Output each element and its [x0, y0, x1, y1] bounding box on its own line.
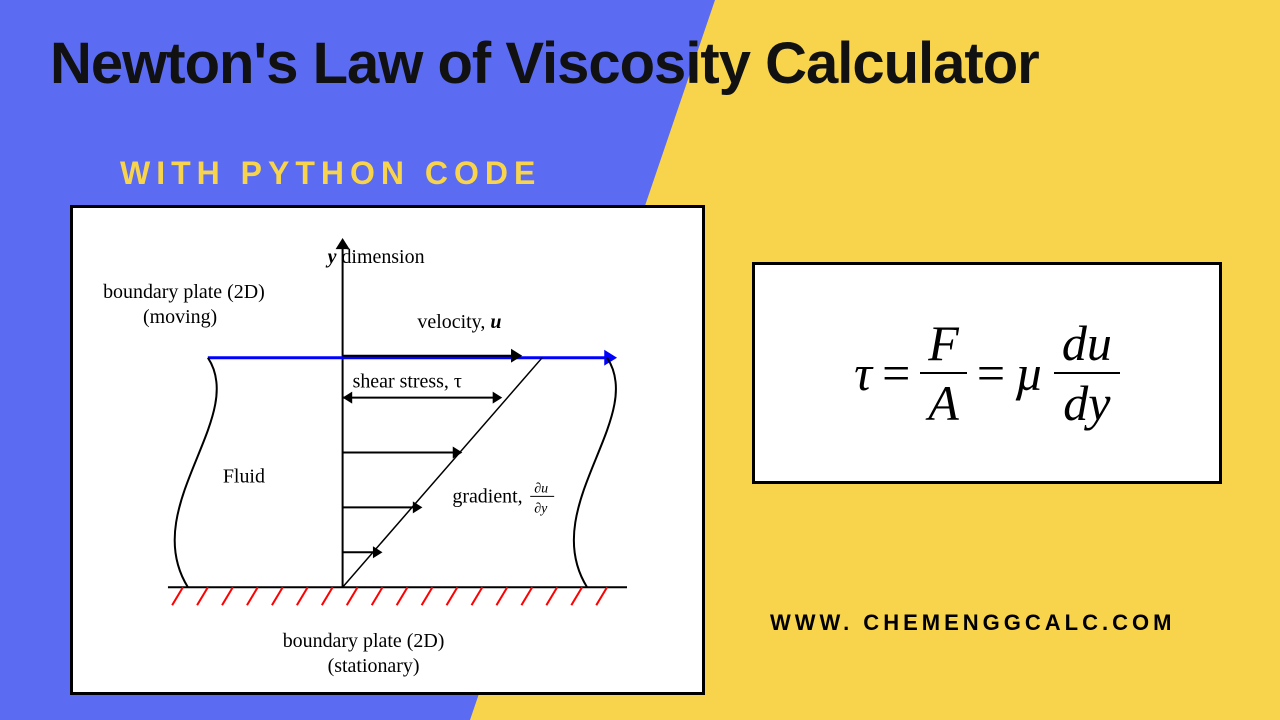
svg-text:y dimension: y dimension — [326, 246, 425, 268]
fraction-du-over-dy: du dy — [1054, 318, 1120, 428]
svg-text:boundary plate (2D): boundary plate (2D) — [283, 630, 445, 652]
svg-text:(moving): (moving) — [143, 306, 217, 328]
fraction-F-over-A: F A — [920, 318, 967, 428]
page-title: Newton's Law of Viscosity Calculator — [50, 30, 1250, 97]
shear-stress-arrows — [343, 392, 503, 559]
equals-1: = — [882, 344, 910, 402]
website-url: WWW. CHEMENGGCALC.COM — [770, 610, 1175, 636]
newton-viscosity-formula: τ = F A = µ du dy — [854, 318, 1120, 428]
svg-text:boundary plate (2D): boundary plate (2D) — [103, 281, 265, 303]
equals-2: = — [977, 344, 1005, 402]
y-axis — [336, 238, 350, 587]
svg-text:∂y: ∂y — [534, 501, 548, 516]
svg-text:gradient,: gradient, — [452, 485, 522, 507]
diagram-svg: y dimension boundary plate (2D) (moving) ve… — [73, 208, 702, 692]
svg-text:(stationary): (stationary) — [328, 655, 420, 677]
viscosity-diagram: y dimension boundary plate (2D) (moving) ve… — [70, 205, 705, 695]
stationary-plate — [168, 587, 627, 605]
svg-text:Fluid: Fluid — [223, 465, 265, 487]
subtitle: WITH PYTHON CODE — [120, 155, 541, 192]
mu-symbol: µ — [1015, 344, 1044, 402]
moving-plate — [208, 349, 617, 366]
tau-symbol: τ — [854, 344, 872, 402]
svg-text:velocity, u: velocity, u — [417, 311, 501, 333]
svg-text:∂u: ∂u — [534, 481, 548, 496]
diagram-labels: y dimension boundary plate (2D) (moving) ve… — [103, 246, 554, 677]
formula-box: τ = F A = µ du dy — [752, 262, 1222, 484]
svg-text:shear stress, τ: shear stress, τ — [353, 371, 462, 393]
